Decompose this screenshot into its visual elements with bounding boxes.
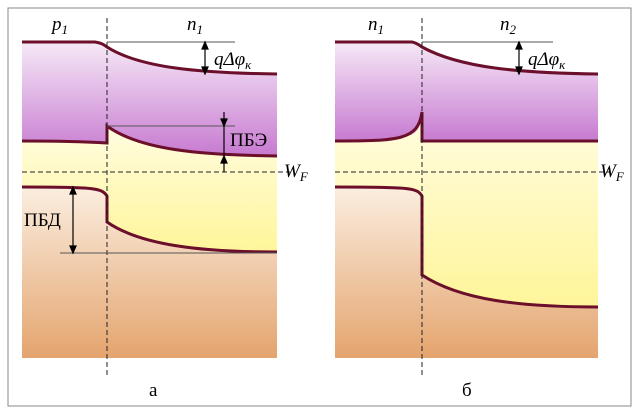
panel-a-barrier-label: qΔφк [214, 49, 252, 72]
panel-a-pbe-arrow [220, 112, 228, 172]
panel-a-conduction-edge-bottom [21, 123, 278, 158]
figure-frame [7, 7, 632, 407]
panel-a-valence-edge [21, 185, 278, 254]
panel-a-pbd-label: ПБД [24, 210, 61, 231]
panel-b: n1 n2 qΔφк WF б [334, 14, 625, 401]
panel-b-caption: б [462, 380, 472, 401]
panel-b-right-region-label: n2 [500, 14, 517, 37]
panel-a-pbd-arrow [69, 185, 77, 255]
panel-a-barrier-arrow [201, 40, 209, 76]
panel-b-conduction-band [335, 42, 598, 141]
panel-b-barrier-label: qΔφк [528, 49, 566, 72]
panel-a-conduction-edge-top [22, 40, 278, 76]
panel-a-fermi-label: WF [284, 161, 309, 184]
panel-b-valence-edge [334, 185, 599, 309]
panel-a-left-region-label: p1 [50, 14, 68, 37]
panel-b-conduction-edge-top [335, 40, 599, 76]
panel-b-fermi-label: WF [600, 161, 625, 184]
panel-b-valence-band [335, 187, 598, 358]
panel-a-conduction-band [22, 42, 277, 156]
panel-a-caption: а [149, 380, 158, 401]
panel-a-right-region-label: n1 [187, 14, 203, 37]
panel-a-valence-band [22, 187, 277, 358]
panel-b-band-gap [335, 112, 598, 307]
panel-b-barrier-arrow [515, 40, 523, 76]
panel-a-band-gap [22, 126, 277, 252]
panel-a-pbe-label: ПБЭ [230, 130, 267, 151]
panel-b-left-region-label: n1 [368, 14, 384, 37]
panel-b-conduction-edge-bottom [334, 111, 598, 143]
panel-a: p1 n1 qΔφк ПБЭ ПБД WF а [21, 14, 309, 401]
